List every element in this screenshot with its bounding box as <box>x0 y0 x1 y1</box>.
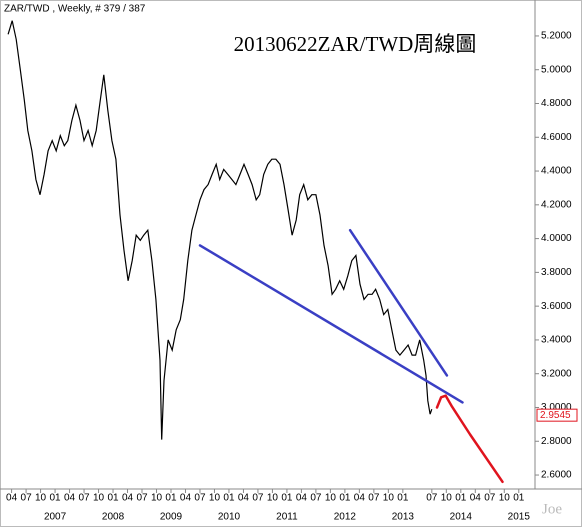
x-tick-label: 10 <box>441 493 453 504</box>
x-tick-label: 01 <box>50 493 62 504</box>
x-tick-label: 07 <box>368 493 380 504</box>
y-tick-label: 4.0000 <box>541 233 572 244</box>
y-tick-label: 4.4000 <box>541 166 572 177</box>
x-tick-label: 07 <box>78 493 90 504</box>
year-label: 2015 <box>508 512 531 523</box>
x-tick-label: 10 <box>151 493 163 504</box>
x-tick-label: 07 <box>310 493 322 504</box>
x-tick-label: 07 <box>21 493 33 504</box>
x-tick-label: 10 <box>267 493 279 504</box>
watermark: Joe <box>542 501 562 517</box>
x-tick-label: 10 <box>93 493 105 504</box>
y-tick-label: 4.2000 <box>541 199 572 210</box>
y-tick-label: 3.6000 <box>541 301 572 312</box>
x-tick-label: 01 <box>455 493 467 504</box>
x-tick-label: 07 <box>484 493 496 504</box>
x-tick-label: 01 <box>397 493 409 504</box>
y-tick-label: 4.6000 <box>541 132 572 143</box>
x-tick-label: 07 <box>194 493 206 504</box>
trend-line <box>348 228 449 377</box>
y-tick-label: 4.8000 <box>541 98 572 109</box>
y-tick-label: 3.2000 <box>541 368 572 379</box>
year-label: 2013 <box>392 512 415 523</box>
price-line <box>7 20 433 440</box>
chart-header: ZAR/TWD , Weekly, # 379 / 387 <box>4 4 146 15</box>
y-tick-label: 3.8000 <box>541 267 572 278</box>
year-label: 2007 <box>44 512 67 523</box>
x-tick-label: 01 <box>107 493 119 504</box>
x-tick-label: 04 <box>238 493 250 504</box>
year-label: 2012 <box>334 512 357 523</box>
x-tick-label: 10 <box>209 493 221 504</box>
y-tick-label: 3.4000 <box>541 335 572 346</box>
x-tick-label: 04 <box>122 493 134 504</box>
trend-line <box>435 394 504 484</box>
year-label: 2009 <box>160 512 183 523</box>
y-tick-label: 2.8000 <box>541 436 572 447</box>
x-tick-label: 04 <box>296 493 308 504</box>
y-tick-label: 3.0000 <box>541 402 572 413</box>
year-label: 2014 <box>450 512 473 523</box>
last-value-box <box>536 408 578 422</box>
x-tick-label: 04 <box>470 493 482 504</box>
last-value-label: 2.9545 <box>540 410 571 421</box>
x-tick-label: 01 <box>281 493 293 504</box>
chart-title: 20130622ZAR/TWD周線圖 <box>234 32 477 56</box>
trend-line <box>198 244 464 404</box>
x-tick-label: 01 <box>165 493 177 504</box>
x-tick-label: 01 <box>339 493 351 504</box>
x-tick-label: 10 <box>499 493 511 504</box>
x-tick-label: 07 <box>136 493 148 504</box>
x-tick-label: 04 <box>180 493 192 504</box>
x-tick-label: 07 <box>252 493 264 504</box>
x-tick-label: 04 <box>64 493 76 504</box>
x-tick-label: 10 <box>325 493 337 504</box>
x-tick-label: 10 <box>35 493 47 504</box>
year-label: 2008 <box>102 512 125 523</box>
x-tick-label: 04 <box>354 493 366 504</box>
y-tick-label: 5.0000 <box>541 64 572 75</box>
y-tick-label: 2.6000 <box>541 470 572 481</box>
y-tick-label: 5.2000 <box>541 31 572 42</box>
x-tick-label: 01 <box>513 493 525 504</box>
year-label: 2010 <box>218 512 241 523</box>
x-tick-label: 07 <box>426 493 438 504</box>
x-tick-label: 10 <box>383 493 395 504</box>
x-tick-label: 04 <box>6 493 18 504</box>
year-label: 2011 <box>276 512 298 523</box>
x-tick-label: 01 <box>223 493 235 504</box>
